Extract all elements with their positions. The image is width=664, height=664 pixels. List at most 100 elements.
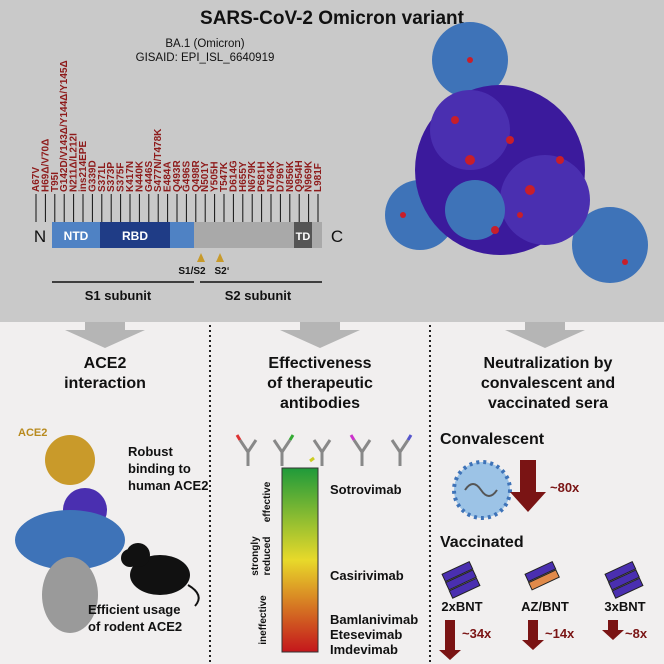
regimen-name: 2xBNT: [441, 599, 482, 614]
fold-arrow: [522, 620, 544, 650]
s1-subunit: S1 subunit: [85, 288, 152, 303]
mutation: S371L: [97, 163, 108, 192]
panel-title-line: ACE2: [84, 355, 127, 372]
antibody-name: Sotrovimab: [330, 482, 402, 497]
mutation: N856K: [285, 160, 296, 192]
mutation: N969K: [304, 160, 315, 192]
vaccinated-label: Vaccinated: [440, 534, 524, 551]
mutation: D614G: [228, 160, 239, 192]
mutation: Q954H: [294, 160, 305, 192]
syringe: [441, 560, 474, 583]
ace2-label: ACE2: [18, 427, 47, 439]
spike-structure: [385, 22, 648, 283]
mutation: Q498R: [191, 160, 202, 192]
lineage: BA.1 (Omicron): [165, 38, 244, 50]
td-label: TD: [296, 231, 311, 243]
mutation: N211Δ/L212I: [69, 133, 80, 192]
rodent-line: of rodent ACE2: [88, 619, 182, 634]
rodent-line: Efficient usage: [88, 602, 180, 617]
effectiveness-scale: [281, 467, 319, 653]
antibody-names: Sotrovimab Casirivimab BamlanivimabEtesevi…: [330, 482, 418, 657]
mutation: K417N: [125, 161, 136, 192]
antibody-name: Etesevimab: [330, 627, 402, 642]
antibody-name: Imdevimab: [330, 642, 398, 657]
convalescent-label: Convalescent: [440, 431, 545, 448]
syringe: [448, 577, 481, 599]
fold-arrow: [602, 620, 624, 640]
antibody-name: Casirivimab: [330, 568, 404, 583]
regimen-fold: ~34x: [462, 626, 492, 641]
antibody-name: Bamlanivimab: [330, 612, 418, 627]
ntd-label: NTD: [64, 229, 89, 243]
mutation: D796Y: [275, 161, 286, 192]
s2prime-site: S2‘: [214, 266, 229, 277]
mutation: Y505H: [210, 161, 221, 192]
mutation: G496S: [181, 161, 192, 192]
mutation: E484A: [163, 161, 174, 192]
binding-line: human ACE2: [128, 478, 208, 493]
panel-title-line: convalescent and: [481, 375, 615, 392]
n-terminus: N: [34, 227, 46, 246]
mutation: ins214EPE: [78, 141, 89, 192]
antibody-icons: [235, 434, 413, 466]
panel-title: ACE2 interaction: [64, 355, 146, 392]
mutation: T95I: [50, 172, 61, 192]
mutation: S477N/T478K: [153, 128, 164, 192]
scale-reduced: reduced: [262, 537, 273, 576]
fold-arrow: [510, 460, 546, 512]
panel-title-line: Effectiveness: [268, 355, 371, 372]
fold-arrow: [439, 620, 461, 660]
rbd-label: RBD: [122, 229, 148, 243]
mutation: G446S: [144, 161, 155, 192]
mutation: N501Y: [200, 161, 211, 192]
panel-title-line: antibodies: [280, 395, 360, 412]
panel-title-line: interaction: [64, 375, 146, 392]
scale-labels: effective strongly reduced ineffective: [250, 481, 273, 644]
convalescent-fold: ~80x: [550, 480, 580, 495]
binding-text: Robust binding to human ACE2: [128, 444, 208, 493]
syringe: [608, 569, 640, 591]
syringe: [604, 560, 637, 583]
regimen-name: 3xBNT: [604, 599, 645, 614]
syringe: [611, 577, 644, 599]
mutation: S375F: [116, 163, 127, 192]
panel-title: Effectiveness of therapeutic antibodies: [267, 355, 373, 412]
mutation: A67V: [31, 167, 42, 192]
mutation: G339D: [87, 160, 98, 192]
mutation: T547K: [219, 161, 230, 192]
chevrons: [65, 322, 585, 348]
mutation: L981F: [313, 163, 324, 192]
s2-subunit: S2 subunit: [225, 288, 292, 303]
regimen-fold: ~14x: [545, 626, 575, 641]
mutation: P681H: [257, 161, 268, 192]
title: SARS-CoV-2 Omicron variant: [200, 8, 465, 29]
syringe: [528, 569, 560, 591]
regimens: 2xBNT ~34x AZ/BNT ~14x 3xBNT ~8x: [439, 560, 648, 660]
regimen-name: AZ/BNT: [521, 599, 569, 614]
mutation: N679K: [247, 160, 258, 192]
binding-line: Robust: [128, 444, 173, 459]
spike-domains: [52, 222, 322, 283]
mutation: H69Δ/V70Δ: [40, 139, 51, 192]
binding-line: binding to: [128, 461, 191, 476]
scale-effective: effective: [262, 481, 273, 522]
rodent-text: Efficient usage of rodent ACE2: [88, 602, 182, 634]
syringe: [445, 569, 477, 591]
virus: [452, 460, 512, 520]
c-terminus: C: [331, 227, 343, 246]
mutation: N764K: [266, 160, 277, 192]
panel-title: Neutralization by convalescent and vaccina…: [481, 355, 615, 412]
scale-ineffective: ineffective: [258, 595, 269, 645]
mutation: H655Y: [238, 161, 249, 192]
gisaid: GISAID: EPI_ISL_6640919: [136, 52, 275, 64]
panel-title-line: of therapeutic: [267, 375, 373, 392]
mouse: [121, 543, 200, 607]
panel-title-line: vaccinated sera: [488, 395, 608, 412]
scale-reduced: strongly: [250, 536, 261, 576]
syringe: [524, 560, 557, 583]
mutation: Q493R: [172, 160, 183, 192]
panel-title-line: Neutralization by: [484, 355, 613, 372]
mutation: N440K: [134, 160, 145, 192]
regimen-fold: ~8x: [625, 626, 648, 641]
